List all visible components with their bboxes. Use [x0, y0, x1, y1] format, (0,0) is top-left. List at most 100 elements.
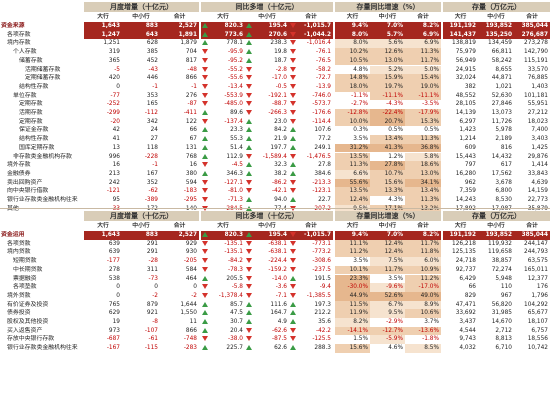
- cell-value: 3,403: [531, 136, 548, 143]
- arrow-up-icon: [202, 40, 208, 46]
- arrow-down-icon: [290, 266, 296, 272]
- data-cell: 820.3: [201, 22, 245, 31]
- data-cell: 33,843: [514, 170, 550, 179]
- data-cell: -176.6: [289, 109, 333, 118]
- data-cell: 35.6: [289, 318, 333, 327]
- cell-value: 38.2: [274, 170, 287, 177]
- cell-value: 6,800: [495, 188, 512, 195]
- data-cell: 193,852: [478, 22, 514, 31]
- cell-value: 0: [154, 284, 158, 291]
- data-cell: 10.0%: [335, 117, 370, 127]
- data-cell: 11.7%: [370, 265, 405, 275]
- cell-value: 27.8: [318, 162, 331, 169]
- cell-value: 65,677: [527, 310, 548, 317]
- arrow-down-icon: [246, 179, 252, 185]
- column-header: 合计: [417, 223, 429, 229]
- data-cell: -553.9: [201, 92, 245, 101]
- arrow-down-icon: [246, 83, 252, 89]
- data-cell: 21.9: [245, 135, 289, 144]
- row-label: 债券投资: [7, 310, 31, 317]
- cell-value: 11.7%: [420, 57, 439, 64]
- row-label: 境外贷款: [7, 292, 31, 299]
- cell-value: 8.2%: [422, 23, 439, 29]
- cell-value: 12.4%: [349, 197, 368, 203]
- data-cell: -95.2: [201, 57, 245, 66]
- cell-value: 820.3: [224, 232, 243, 238]
- data-cell: 164.7: [245, 309, 289, 318]
- cell-value: -283: [183, 345, 197, 352]
- data-cell: 643: [122, 30, 160, 40]
- cell-value: 47.5: [230, 310, 243, 317]
- arrow-up-icon: [202, 23, 208, 28]
- cell-value: 6.9%: [422, 31, 439, 38]
- cell-value: 452: [146, 57, 158, 64]
- cell-value: 3,678: [495, 179, 512, 186]
- cell-value: 628: [146, 40, 158, 47]
- data-cell: -112: [122, 109, 160, 118]
- data-cell: 41.3%: [370, 143, 405, 153]
- data-cell: -77: [84, 92, 122, 101]
- data-cell: 342: [122, 118, 160, 127]
- arrow-up-icon: [290, 136, 296, 142]
- data-cell: 24,718: [443, 257, 478, 266]
- cell-value: 31.2%: [349, 144, 368, 151]
- cell-value: 11.7%: [420, 240, 439, 247]
- data-cell: 20.7%: [370, 117, 405, 127]
- cell-value: 352: [146, 179, 158, 186]
- cell-value: -176.6: [312, 110, 331, 116]
- cell-value: 8,655: [495, 66, 512, 73]
- cell-value: 115,191: [524, 57, 548, 64]
- cell-value: 77.2: [318, 136, 331, 143]
- cell-value: 111.6: [270, 301, 287, 308]
- data-cell: 1,550: [160, 309, 199, 318]
- data-cell: 11.3%: [405, 196, 441, 205]
- cell-value: 1,550: [180, 310, 197, 317]
- arrow-down-icon: [202, 284, 208, 290]
- arrow-up-icon: [246, 310, 252, 316]
- cell-value: -1: [152, 162, 158, 169]
- arrow-down-icon: [246, 327, 252, 333]
- cell-value: 12.4%: [384, 249, 403, 256]
- cell-value: 1,247: [101, 31, 120, 38]
- cell-value: 1.2%: [388, 153, 403, 160]
- data-cell: 11.7%: [405, 56, 441, 66]
- data-cell: 11.1%: [335, 239, 370, 249]
- cell-value: 8.2%: [422, 232, 439, 238]
- cell-value: 866: [185, 327, 197, 334]
- data-cell: 609: [443, 144, 478, 153]
- cell-value: 41.3%: [384, 144, 403, 151]
- cell-value: -121: [106, 188, 120, 195]
- data-cell: -748: [160, 335, 199, 344]
- data-cell: -125.5: [289, 335, 333, 344]
- data-cell: 7.5%: [370, 257, 405, 266]
- cell-value: 85.7: [230, 301, 243, 308]
- cell-value: 17,562: [491, 170, 512, 177]
- data-cell: 38,857: [478, 257, 514, 266]
- cell-value: 346.3: [226, 170, 243, 177]
- cell-value: 165: [146, 101, 158, 108]
- data-cell: -9.6%: [370, 283, 405, 292]
- cell-value: -9.4: [319, 284, 331, 291]
- cell-value: 191,192: [449, 23, 476, 29]
- data-cell: -3.6: [245, 283, 289, 292]
- cell-value: 197.3: [314, 301, 331, 308]
- data-cell: 311: [122, 266, 160, 275]
- arrow-down-icon: [290, 31, 296, 37]
- data-cell: 23.3%: [335, 274, 370, 284]
- cell-value: -5: [114, 66, 120, 73]
- data-cell: 14,243: [443, 196, 478, 205]
- data-cell: -746.0: [289, 92, 333, 101]
- cell-value: 16: [112, 162, 120, 169]
- data-cell: -1: [122, 161, 160, 170]
- data-cell: -17.0: [245, 74, 289, 83]
- cell-value: 27,212: [527, 110, 548, 116]
- row-label: 票据融资: [13, 275, 37, 282]
- data-cell: 27.8: [289, 161, 333, 170]
- data-cell: 14.8%: [335, 74, 370, 83]
- cell-value: 76,885: [527, 75, 548, 82]
- cell-value: 278: [108, 266, 120, 273]
- data-cell: -687: [84, 335, 122, 344]
- cell-value: 24,915: [455, 66, 476, 73]
- cell-value: -95.9: [228, 49, 243, 56]
- cell-value: 119,932: [488, 240, 512, 247]
